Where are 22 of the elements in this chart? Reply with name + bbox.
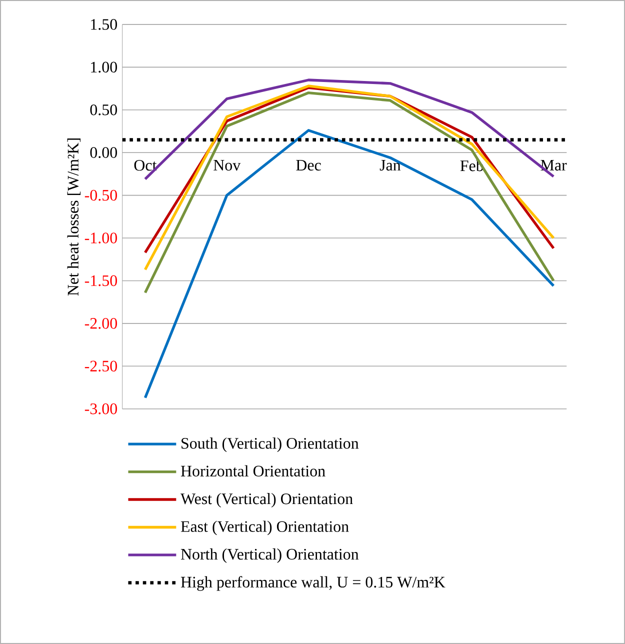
x-tick-label: Nov xyxy=(214,160,241,171)
x-tick-label: Dec xyxy=(296,160,321,171)
x-tick-label: Oct xyxy=(134,160,157,171)
legend-label: South (Vertical) Orientation xyxy=(182,438,359,452)
y-tick-label: 0.50 xyxy=(90,104,117,116)
y-tick-label: -2.00 xyxy=(84,318,117,329)
y-tick-label: -0.50 xyxy=(84,190,117,201)
y-tick-label: -3.00 xyxy=(84,403,117,414)
y-tick-label: 0.00 xyxy=(90,147,117,158)
legend-label: West (Vertical) Orientation xyxy=(180,492,353,508)
legend-label: North (Vertical) Orientation xyxy=(180,548,359,563)
x-tick-label: Mar xyxy=(540,160,567,171)
y-tick-label: -2.50 xyxy=(84,360,117,372)
x-tick-label: Jan xyxy=(380,160,401,171)
y-axis-title: Net heat losses [W/m²K] xyxy=(67,138,80,296)
y-tick-label: -1.50 xyxy=(84,275,117,286)
legend-label: East (Vertical) Orientation xyxy=(180,520,349,536)
y-tick-label: 1.50 xyxy=(91,19,117,30)
legend-label: High performance wall, U = 0.15 W/m²K xyxy=(180,576,446,591)
y-tick-label: 1.00 xyxy=(91,62,117,73)
y-tick-label: -1.00 xyxy=(84,232,117,244)
legend-label: Horizontal Orientation xyxy=(180,465,326,476)
